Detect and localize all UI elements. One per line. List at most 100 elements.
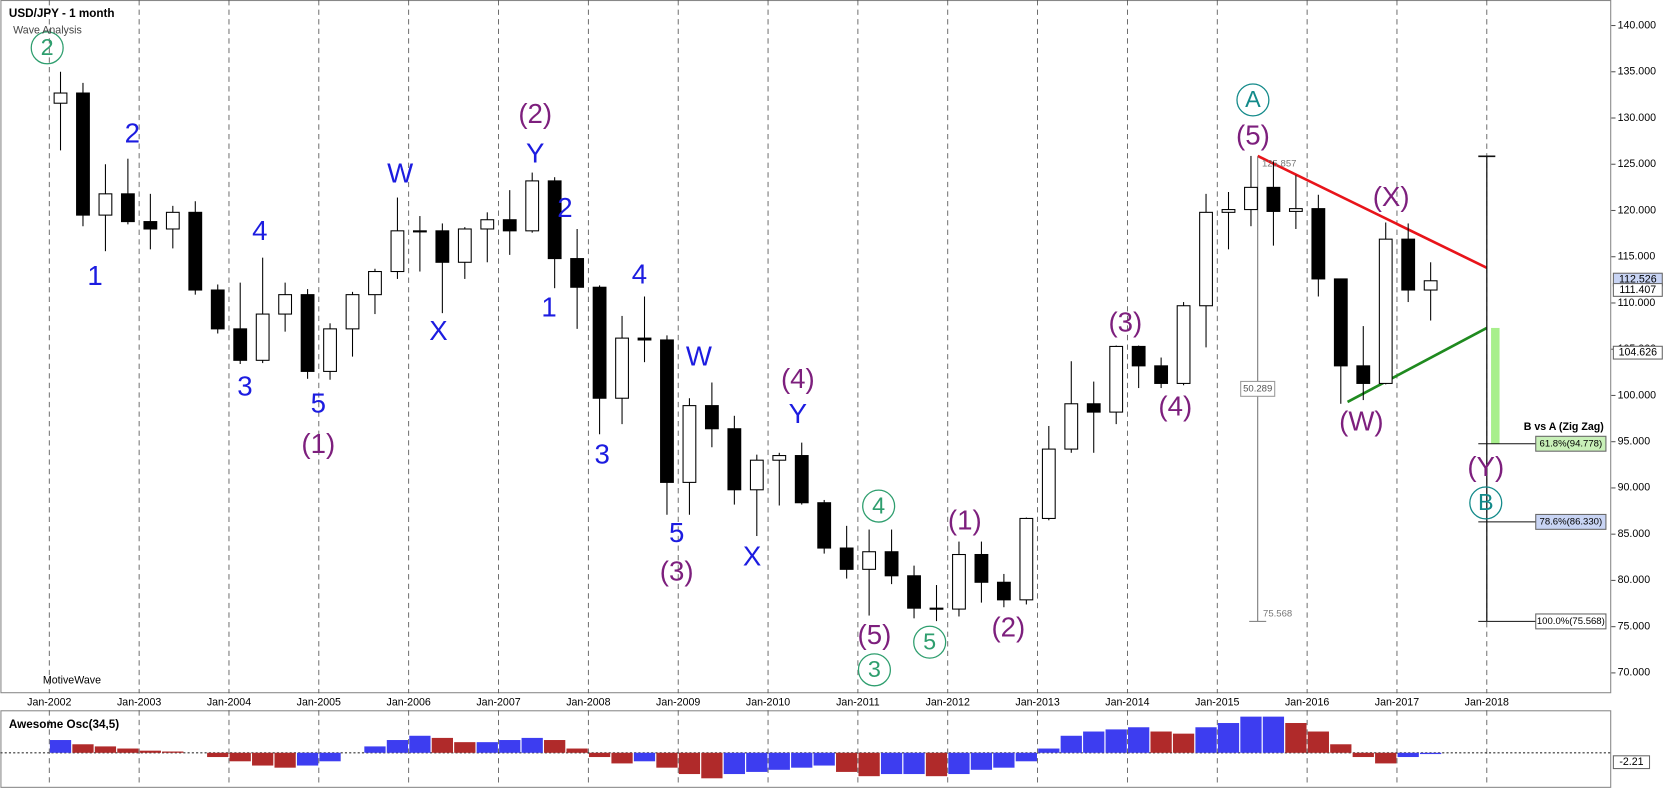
wave-circle xyxy=(857,653,891,687)
osc-bar xyxy=(925,752,948,777)
fib-label: 100.0%(75.568) xyxy=(1537,616,1605,627)
wave-label: 1 xyxy=(541,292,556,323)
x-tick-label: Jan-2003 xyxy=(117,697,161,709)
wave-label: (2) xyxy=(518,98,552,129)
candle-body xyxy=(952,553,966,610)
candle-body xyxy=(1109,345,1124,413)
osc-bar xyxy=(319,752,341,762)
candle-body xyxy=(1288,208,1303,212)
target-band xyxy=(1491,327,1500,444)
osc-bar xyxy=(409,735,431,753)
osc-bar xyxy=(296,752,319,766)
osc-bar xyxy=(813,752,835,766)
osc-bar xyxy=(858,752,880,777)
osc-bar xyxy=(139,750,161,753)
osc-bar xyxy=(768,752,790,770)
x-tick-label: Jan-2007 xyxy=(476,697,520,709)
osc-bar xyxy=(1352,752,1374,758)
candle-body xyxy=(907,575,921,609)
candle-body xyxy=(412,230,427,233)
wave-circle xyxy=(1236,83,1270,117)
x-tick-label: Jan-2004 xyxy=(207,697,251,709)
x-tick-label: Jan-2018 xyxy=(1465,697,1509,709)
osc-bar xyxy=(633,752,656,762)
trendline xyxy=(1346,326,1488,404)
wave-label: (4) xyxy=(1158,391,1192,422)
candle-body xyxy=(143,221,158,230)
y-tick-label: 125.000 xyxy=(1618,158,1656,170)
x-tick-label: Jan-2016 xyxy=(1285,697,1329,709)
candle-body xyxy=(525,180,540,232)
y-tick-label: 95.000 xyxy=(1618,436,1651,448)
osc-bar xyxy=(903,752,925,775)
candle-body xyxy=(884,551,899,577)
wave-label: 3 xyxy=(237,370,252,401)
x-tick-label: Jan-2010 xyxy=(746,697,790,709)
osc-bar xyxy=(1375,752,1397,764)
x-tick-label: Jan-2017 xyxy=(1375,697,1419,709)
osc-bar xyxy=(1262,716,1285,753)
y-tick-label: 110.000 xyxy=(1618,297,1656,309)
osc-bar xyxy=(948,752,970,775)
wave-label: W xyxy=(387,158,413,189)
osc-bar xyxy=(791,752,813,768)
osc-bar xyxy=(72,744,94,753)
candle-body xyxy=(53,92,68,104)
price-marker xyxy=(1612,283,1663,297)
wave-label: A xyxy=(1245,86,1261,112)
wave-label: 4 xyxy=(872,492,885,518)
candle-body xyxy=(1064,403,1079,450)
osc-bar xyxy=(544,740,566,753)
wave-label: 2 xyxy=(557,192,572,223)
candle-body xyxy=(480,219,495,230)
osc-bar xyxy=(1150,731,1172,753)
osc-bar xyxy=(162,751,184,753)
candle-body xyxy=(323,328,337,372)
wave-label: X xyxy=(743,541,761,572)
y-tick-label: 120.000 xyxy=(1618,204,1656,216)
candle-body xyxy=(120,193,135,223)
osc-bar xyxy=(386,740,409,753)
candle-body xyxy=(1378,238,1393,384)
candle-body xyxy=(817,502,832,549)
candle-body xyxy=(457,228,472,263)
x-tick-label: Jan-2005 xyxy=(297,697,341,709)
measure-range: 50.289 xyxy=(1243,383,1272,394)
candle-body xyxy=(1199,211,1213,307)
candle-body xyxy=(772,455,787,461)
wave-label: (W) xyxy=(1339,405,1383,436)
x-tick-label: Jan-2008 xyxy=(566,697,610,709)
candle-body xyxy=(1086,403,1101,413)
osc-bar xyxy=(207,752,229,758)
osc-title: Awesome Osc(34,5) xyxy=(9,718,119,731)
candle-body xyxy=(794,455,809,504)
candle-body xyxy=(390,230,405,273)
x-tick-label: Jan-2015 xyxy=(1195,697,1239,709)
measure-box xyxy=(1240,380,1276,397)
candle-body xyxy=(592,286,607,399)
osc-bar xyxy=(454,742,476,753)
x-tick-label: Jan-2014 xyxy=(1105,697,1149,709)
osc-bar xyxy=(588,752,611,758)
wave-label: (1) xyxy=(948,504,982,535)
osc-bar xyxy=(1307,731,1329,753)
osc-bar xyxy=(117,748,139,753)
wave-label: 5 xyxy=(923,628,936,654)
wave-label: Y xyxy=(789,398,807,429)
candle-body xyxy=(502,219,517,232)
wave-label: 3 xyxy=(595,438,610,469)
osc-bar xyxy=(678,752,701,775)
measure-low: 75.568 xyxy=(1263,608,1292,619)
candle-body xyxy=(570,258,585,288)
y-tick-label: 90.000 xyxy=(1618,482,1651,494)
wave-label: 2 xyxy=(125,117,140,148)
osc-frame xyxy=(0,710,1612,788)
wave-circle xyxy=(913,625,947,659)
y-tick-label: 80.000 xyxy=(1618,574,1651,586)
y-tick-label: 135.000 xyxy=(1618,66,1656,78)
candle-body xyxy=(1131,345,1146,367)
wave-label: X xyxy=(429,315,447,346)
osc-bar xyxy=(274,752,296,768)
osc-last-label: -2.21 xyxy=(1619,756,1643,768)
